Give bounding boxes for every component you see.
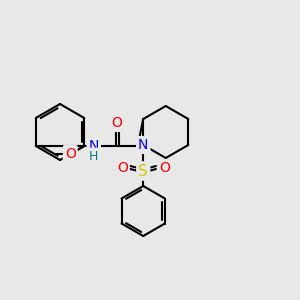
Text: O: O <box>65 147 76 161</box>
Text: N: N <box>138 138 148 152</box>
Text: O: O <box>159 161 170 175</box>
Text: S: S <box>138 164 148 178</box>
Text: N: N <box>88 139 99 153</box>
Text: H: H <box>89 149 98 163</box>
Text: O: O <box>111 116 122 130</box>
Text: O: O <box>117 161 128 175</box>
